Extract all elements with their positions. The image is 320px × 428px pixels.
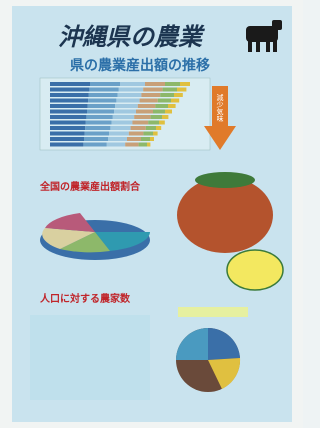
bar-segment xyxy=(120,82,145,86)
bar-segment xyxy=(50,93,89,97)
bar-segment xyxy=(86,121,112,125)
bar-segment xyxy=(84,137,108,141)
bar-segment xyxy=(112,121,133,125)
bar-segment xyxy=(136,110,153,114)
bar-segment xyxy=(139,143,147,147)
bar-segment xyxy=(50,126,85,130)
bar-segment xyxy=(50,110,87,114)
annotation: 減少気味 xyxy=(216,93,224,123)
bar-segment xyxy=(50,132,85,136)
bar-segment xyxy=(125,143,138,147)
bar-segment xyxy=(158,99,171,103)
bar-segment xyxy=(165,110,172,114)
bar-segment xyxy=(177,88,186,92)
trend-chart xyxy=(40,78,210,150)
bar-segment xyxy=(151,115,162,119)
bar-segment xyxy=(110,126,130,130)
bar-segment xyxy=(174,93,183,97)
bar-segment xyxy=(127,137,141,141)
bar-segment xyxy=(89,93,118,97)
bar-segment xyxy=(129,132,144,136)
bar-segment xyxy=(115,104,138,108)
section-heading: 人口に対する農家数 xyxy=(40,292,131,305)
bar-segment xyxy=(109,132,129,136)
bar-segment xyxy=(88,104,116,108)
bar-segment xyxy=(50,104,88,108)
bar-segment xyxy=(180,82,190,86)
bar-segment xyxy=(145,82,165,86)
bar-segment xyxy=(86,115,112,119)
bar-segment xyxy=(134,115,150,119)
speech-bubble xyxy=(227,250,283,290)
bar-segment xyxy=(143,132,153,136)
bar-segment xyxy=(153,110,165,114)
bar-segment xyxy=(171,99,179,103)
bar-segment xyxy=(143,88,162,92)
bar-segment xyxy=(147,143,150,147)
bar-segment xyxy=(141,137,150,141)
bar-segment xyxy=(160,93,174,97)
poster: 沖縄県の農業 県の農業産出額の推移 減少気味 全国の農業産出額割合 人口に対する… xyxy=(0,0,303,428)
bar-segment xyxy=(165,82,180,86)
bar-segment xyxy=(132,121,148,125)
bar-segment xyxy=(118,93,142,97)
section-heading: 全国の農業産出額割合 xyxy=(39,180,141,193)
bar-segment xyxy=(108,137,127,141)
bar-segment xyxy=(163,88,177,92)
bar-segment xyxy=(146,126,156,130)
bar-segment xyxy=(50,88,89,92)
bar-segment xyxy=(119,88,143,92)
page: {"title": "沖縄県の農業", "sections": [ {"head… xyxy=(0,0,303,428)
bar-segment xyxy=(50,99,88,103)
bar-segment xyxy=(107,143,125,147)
bar-segment xyxy=(50,115,86,119)
bar-segment xyxy=(168,104,176,108)
bar-segment xyxy=(155,104,168,108)
bar-segment xyxy=(89,88,118,92)
section-heading: 県の農業産出額の推移 xyxy=(70,57,210,74)
bar-segment xyxy=(83,143,106,147)
bar-segment xyxy=(87,110,114,114)
empty-panel xyxy=(30,315,150,400)
bar-segment xyxy=(50,82,90,86)
bar-segment xyxy=(85,132,110,136)
bar-segment xyxy=(114,110,136,114)
bar-segment xyxy=(156,126,161,130)
bar-segment xyxy=(138,104,156,108)
bar-segment xyxy=(140,99,158,103)
bar-segment xyxy=(141,93,160,97)
bar-segment xyxy=(50,143,83,147)
bar-segment xyxy=(85,126,110,130)
bar-segment xyxy=(131,126,146,130)
poster-title: 沖縄県の農業 xyxy=(58,23,205,51)
bar-segment xyxy=(153,132,158,136)
bar-segment xyxy=(50,137,84,141)
bar-segment xyxy=(113,115,134,119)
bar-segment xyxy=(162,115,168,119)
bar-segment xyxy=(159,121,165,125)
bar-segment xyxy=(88,99,116,103)
bar-segment xyxy=(90,82,120,86)
bar-segment xyxy=(148,121,159,125)
bar-segment xyxy=(116,99,139,103)
bar-segment xyxy=(150,137,154,141)
bar-segment xyxy=(50,121,86,125)
